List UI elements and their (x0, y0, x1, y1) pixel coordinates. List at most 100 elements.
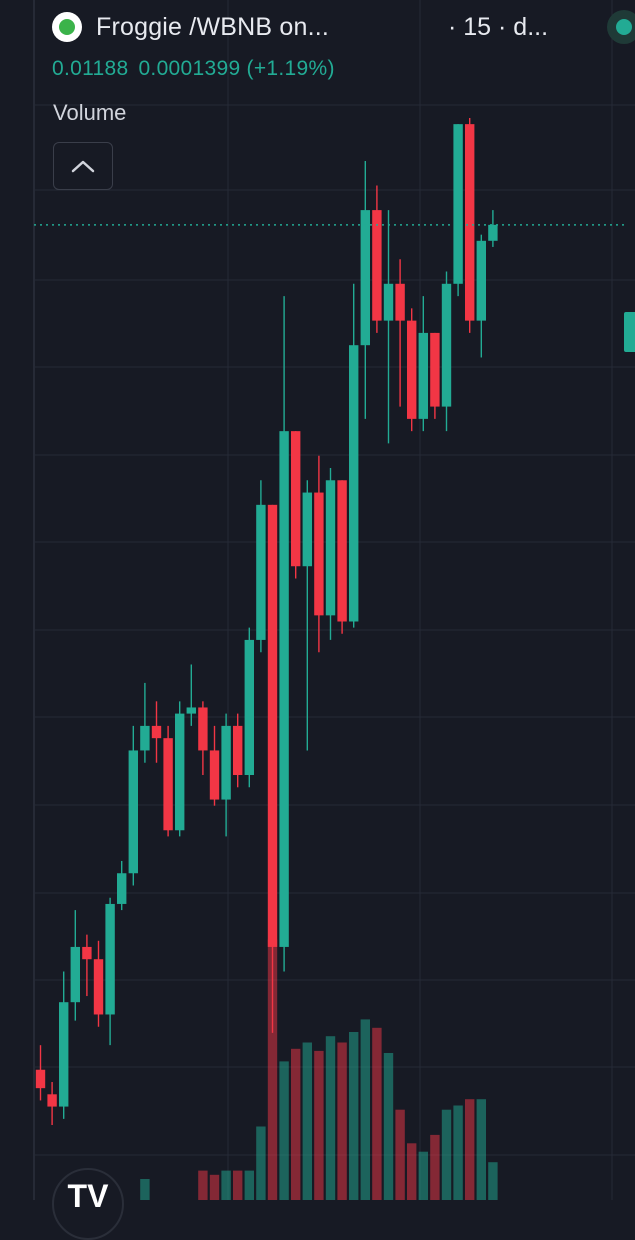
candle-down (267, 504, 278, 1033)
candle-body (244, 639, 254, 776)
chevron-up-icon (71, 160, 95, 173)
pair-title[interactable]: Froggie /WBNB on... (96, 13, 330, 41)
candle-body (314, 492, 324, 616)
volume-bar (476, 1099, 486, 1200)
candle-down (198, 701, 208, 776)
candle-body (441, 283, 452, 407)
candle-body (488, 224, 498, 241)
volume-bar (407, 1143, 417, 1200)
candle-up (325, 467, 336, 640)
volume-bar (349, 1032, 359, 1200)
candle-body (105, 903, 115, 1015)
volume-bar (256, 1126, 266, 1200)
candle-body (407, 320, 417, 419)
candle-down (314, 455, 324, 653)
candle-up (70, 910, 80, 1021)
candle-body (337, 480, 347, 622)
candle-up (302, 480, 312, 751)
candle-body (360, 210, 370, 346)
candle-up (279, 296, 289, 972)
volume-bar (465, 1099, 475, 1200)
candle-body (430, 332, 440, 407)
chart-header: Froggie /WBNB on... · 15 · d... (52, 10, 635, 44)
quote-line: 0.01188 0.0001399 (+1.19%) (52, 57, 345, 81)
volume-bar (140, 1179, 150, 1200)
volume-bar (244, 1170, 254, 1200)
candle-up (418, 296, 428, 432)
candle-body (383, 283, 394, 321)
volume-bars (140, 939, 498, 1200)
candle-body (453, 124, 463, 284)
candle-body (186, 707, 196, 714)
candle-body (302, 492, 312, 567)
candle-body (209, 750, 220, 800)
volume-bar (302, 1042, 312, 1200)
candle-body (233, 725, 243, 776)
candle-body (70, 946, 80, 1003)
candles (35, 118, 498, 1125)
candle-body (151, 725, 162, 739)
candle-up (175, 701, 185, 837)
candle-down (93, 940, 104, 1027)
candle-down (163, 725, 173, 837)
candle-down (291, 431, 301, 579)
candle-body (175, 713, 185, 831)
candle-body (395, 283, 405, 321)
candle-down (151, 701, 162, 763)
frog-coin-icon[interactable] (52, 12, 82, 42)
candle-up (186, 664, 196, 726)
candle-down (395, 259, 405, 407)
candle-body (418, 332, 428, 419)
volume-bar (372, 1027, 382, 1200)
candle-up (453, 124, 463, 297)
candle-down (35, 1045, 46, 1101)
volume-bar (488, 1162, 498, 1200)
volume-bar (279, 1061, 289, 1200)
candle-body (59, 1002, 69, 1107)
price-change: 0.0001399 (+1.19%) (138, 57, 335, 80)
candle-body (47, 1094, 57, 1107)
volume-bar (233, 1170, 243, 1200)
interval-label[interactable]: · 15 · d... (448, 13, 549, 41)
candle-body (476, 240, 486, 321)
candle-down (465, 118, 475, 333)
last-price-tag (624, 312, 635, 352)
last-price: 0.01188 (52, 57, 129, 80)
volume-bar (267, 939, 278, 1200)
volume-bar (395, 1109, 405, 1200)
candle-up (117, 860, 127, 911)
candlestick-chart[interactable] (0, 0, 635, 1200)
volume-bar (337, 1042, 347, 1200)
volume-bar (360, 1019, 370, 1200)
candle-down (337, 480, 347, 634)
candle-up (244, 627, 254, 788)
volume-bar (430, 1134, 440, 1200)
candle-down (47, 1082, 57, 1125)
volume-bar (441, 1109, 452, 1200)
volume-bar (383, 1053, 394, 1200)
candle-down (372, 185, 382, 333)
candle-down (82, 934, 92, 997)
candle-up (441, 271, 452, 432)
market-open-dot-icon (607, 10, 635, 44)
candle-up (221, 713, 231, 837)
volume-bar (291, 1048, 301, 1200)
candle-up (383, 210, 394, 444)
candle-down (407, 308, 417, 432)
volume-bar (418, 1151, 428, 1200)
candle-body (93, 959, 104, 1015)
candle-body (465, 124, 475, 321)
candle-up (140, 682, 150, 763)
candle-body (291, 431, 301, 567)
candle-body (82, 946, 92, 960)
candle-body (372, 210, 382, 321)
candle-down (209, 725, 220, 806)
collapse-button[interactable] (53, 142, 113, 190)
candle-down (430, 332, 440, 419)
candle-body (267, 504, 278, 947)
candle-body (128, 750, 138, 874)
candle-body (279, 431, 289, 947)
volume-bar (209, 1174, 220, 1200)
tradingview-logo-icon[interactable]: TV (52, 1168, 124, 1240)
volume-bar (221, 1170, 231, 1200)
